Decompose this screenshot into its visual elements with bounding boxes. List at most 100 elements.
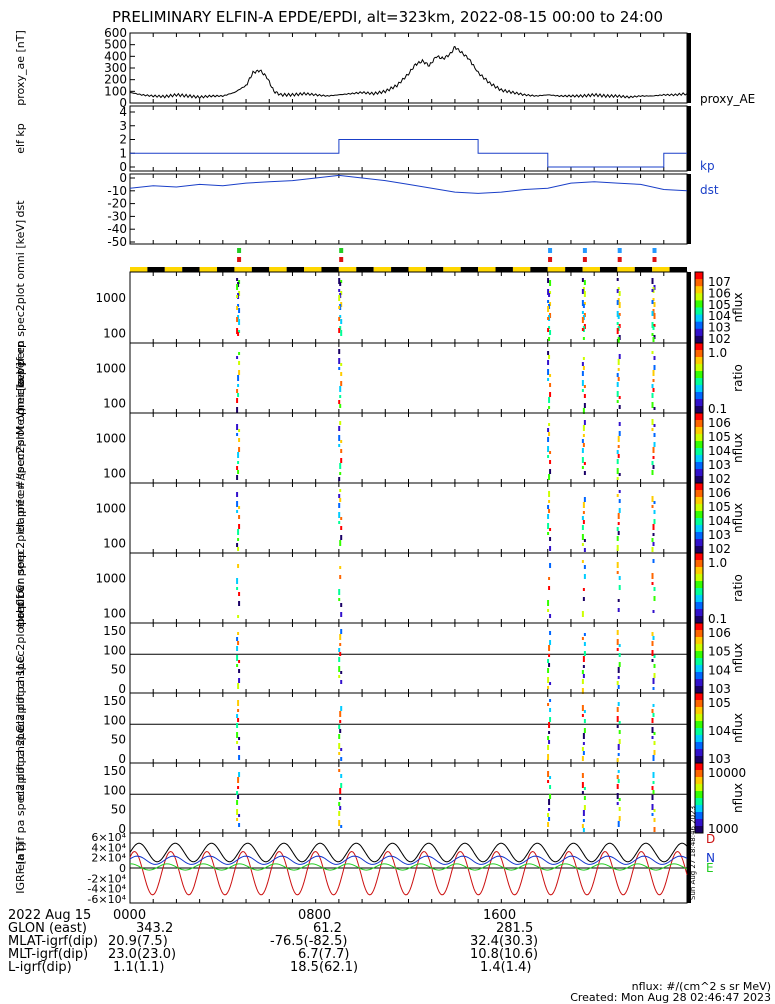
spec-panel-3-colorbar-segment — [695, 420, 703, 428]
spec-panel-8-data-streak — [651, 795, 654, 800]
spec-panel-2-colorbar-segment — [695, 357, 703, 365]
science-zone-marker — [237, 248, 242, 253]
spec-panel-1-colorbar-segment — [695, 279, 703, 287]
spec-panel-1-data-streak — [547, 317, 550, 320]
spec-panel-8-colorbar-segment — [695, 777, 703, 785]
spec-panel-5-data-streak — [338, 589, 341, 595]
orbit-bar-day — [443, 267, 461, 272]
spec-panel-2-data-streak — [338, 400, 341, 404]
spec-panel-5-data-streak — [652, 559, 655, 563]
spec-panel-1-data-streak — [617, 287, 620, 290]
igrf-n-trace — [129, 855, 688, 865]
x-axis-row-date-label: 2022 Aug 15 — [8, 908, 92, 923]
spec-panel-6-data-streak — [582, 674, 585, 678]
panel-proxy-ae — [129, 32, 688, 104]
spec-panel-6-data-streak — [339, 634, 342, 640]
spec-panel-2-data-streak — [616, 373, 619, 377]
spec-panel-6-data-streak — [652, 687, 655, 690]
spec-panel-4-data-streak — [340, 526, 343, 530]
spec-panel-4-edge — [687, 483, 691, 553]
orbit-bar-night — [460, 267, 479, 272]
spec-panel-8-data-streak — [237, 786, 240, 789]
l-value-1: 18.5(62.1) — [290, 960, 359, 975]
spec-panel-3-data-streak — [616, 468, 619, 474]
spec-panel-8-data-streak — [582, 819, 585, 822]
spec-panel-1-data-streak — [547, 289, 550, 295]
spec-panel-3-data-streak — [651, 428, 654, 431]
spec-panel-5-colorbar-segment — [695, 602, 703, 610]
spec-panel-1-data-streak — [338, 289, 341, 292]
spec-panel-8-data-streak — [581, 791, 584, 794]
spec-panel-4-data-streak — [547, 532, 550, 535]
spec-panel-8-colorbar-segment — [695, 798, 703, 806]
spec-panel-2-colorbar-segment — [695, 343, 703, 351]
proxy-ae-ytick-label: 300 — [104, 61, 127, 75]
orbit-bar-day — [582, 267, 600, 272]
igrf-black-trace — [129, 842, 688, 863]
spec-panel-6-data-streak — [238, 678, 241, 683]
spec-panel-4-data-streak — [581, 543, 584, 546]
spec-panel-7-data-streak — [338, 725, 341, 729]
spec-panel-6-data-streak — [581, 637, 584, 640]
spec-panel-4-data-streak — [338, 503, 341, 508]
spec-panel-2-data-streak — [582, 408, 585, 414]
science-zone-marker — [617, 257, 622, 262]
orbit-bar-day — [199, 267, 218, 272]
spec-panel-4-data-streak — [340, 517, 343, 520]
spec-panel-6-data-streak — [236, 664, 239, 667]
spec-panel-7-colorbar-segment — [695, 693, 703, 701]
spec-panel-1-data-streak — [652, 337, 655, 342]
spec-panel-1-data-streak — [582, 337, 585, 340]
spec-panel-2-data-streak — [582, 357, 585, 360]
spec-panel-1-colorbar-segment — [695, 328, 703, 337]
spec-panel-3-data-streak — [549, 451, 552, 454]
spec-panel-2-colorbar-label: ratio — [731, 364, 745, 392]
spec-panel-6-data-streak — [547, 668, 550, 673]
spec-panel-1-data-streak — [549, 291, 552, 294]
spec-panel-5-data-streak — [338, 598, 341, 601]
spec-panel-3-edge — [687, 413, 691, 483]
spec-panel-6 — [129, 622, 688, 694]
spec-panel-8-data-streak — [237, 777, 240, 783]
spec-panel-8-data-streak — [581, 824, 584, 828]
spec-panel-8-data-streak — [618, 798, 621, 801]
spec-panel-5-colorbar-segment — [695, 560, 703, 568]
spec-panel-2-data-streak — [617, 359, 620, 365]
l-value-0: 1.1(1.1) — [113, 960, 165, 975]
spec-panel-6-colorbar-segment — [695, 658, 703, 666]
orbit-bar-night — [495, 267, 513, 272]
spec-panel-2-data-streak — [338, 349, 341, 354]
spec-panel-4-data-streak — [651, 538, 654, 542]
spec-panel-7-data-streak — [618, 730, 621, 734]
spec-panel-4-data-streak — [651, 547, 654, 552]
spec-panel-4-data-streak — [652, 524, 655, 530]
spec-panel-2-axis-label: prec ovr perp — [14, 341, 27, 415]
spec-panel-6-data-streak — [340, 680, 343, 684]
spec-panel-6-data-streak — [583, 642, 586, 646]
spec-panel-5-colorbar-segment — [695, 553, 703, 561]
spec-panel-1-data-streak — [238, 319, 241, 325]
spec-panel-7-data-streak — [237, 718, 240, 722]
spec-panel-8-ytick-label: 150 — [103, 764, 126, 778]
spec-panel-7-data-streak — [651, 727, 654, 733]
spec-panel-6-data-streak — [651, 659, 654, 662]
spec-panel-2-colorbar-segment — [695, 364, 703, 372]
spec-panel-3-data-streak — [618, 473, 621, 476]
igrf-axis-label: IGRF [nT] — [14, 842, 27, 894]
spec-panel-1-data-streak — [338, 317, 341, 321]
spec-panel-2-ytick-label: 100 — [103, 396, 126, 410]
spec-panel-6-colorbar-tick: 106 — [708, 626, 731, 640]
spec-panel-5 — [129, 552, 688, 624]
spec-panel-8-data-streak — [651, 813, 654, 816]
orbit-bar-day — [408, 267, 426, 272]
spec-panel-8-data-streak — [583, 805, 586, 810]
spec-panel-5-data-streak — [582, 588, 585, 591]
science-zone-marker — [582, 257, 587, 262]
spec-panel-3-colorbar-label: nflux — [731, 433, 745, 463]
panel-igrf-edge — [687, 833, 691, 903]
spec-panel-5-data-streak — [618, 585, 621, 590]
spec-panel-4-colorbar-segment — [695, 525, 703, 533]
spec-panel-6-data-streak — [616, 630, 619, 635]
spec-panel-2-data-streak — [548, 355, 551, 359]
spec-panel-7-data-streak — [617, 702, 620, 706]
